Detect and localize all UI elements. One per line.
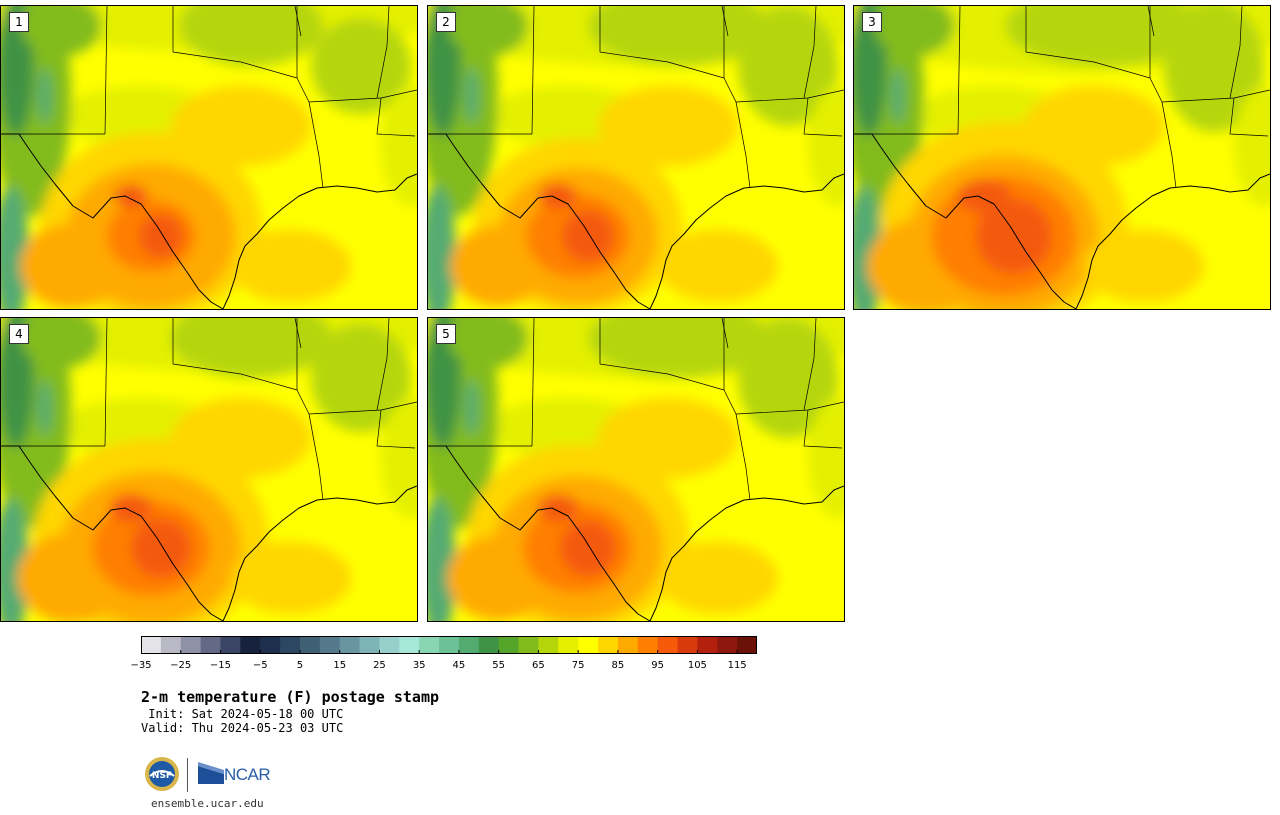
colorbar-segment — [220, 636, 241, 654]
ncar-mark-icon — [198, 762, 224, 784]
temperature-map — [854, 6, 1270, 309]
colorbar-tick-label: 15 — [333, 660, 347, 671]
colorbar-segment — [160, 636, 182, 654]
member-number-badge: 4 — [9, 324, 29, 344]
temperature-map — [428, 318, 844, 621]
logo-bar: NSF NCAR — [144, 756, 284, 796]
colorbar-tick-label: 115 — [727, 660, 747, 671]
colorbar-tick-label: 105 — [687, 660, 707, 671]
colorbar-segment — [439, 636, 460, 654]
temperature-map — [1, 318, 417, 621]
colorbar-tick-label: 5 — [296, 660, 304, 671]
colorbar-segment — [538, 636, 559, 654]
member-number-badge: 2 — [436, 12, 456, 32]
colorbar-segment — [617, 636, 639, 654]
colorbar-segment — [200, 636, 222, 654]
colorbar-tick-label: 95 — [651, 660, 665, 671]
colorbar-segment — [558, 636, 579, 654]
temperature-map — [1, 6, 417, 309]
ensemble-member-panel-5: 5 — [427, 317, 845, 622]
ensemble-member-panel-2: 2 — [427, 5, 845, 310]
colorbar-segment — [737, 636, 757, 654]
nsf-logo: NSF — [145, 757, 179, 791]
colorbar-tick-label: 85 — [611, 660, 625, 671]
colorbar-segment — [240, 636, 261, 654]
colorbar-segment — [657, 636, 679, 654]
colorbar-segment — [697, 636, 718, 654]
temperature-colorbar — [141, 636, 757, 654]
colorbar-segment — [498, 636, 520, 654]
colorbar-segment — [339, 636, 361, 654]
website-url: ensemble.ucar.edu — [151, 797, 264, 810]
member-number-badge: 1 — [9, 12, 29, 32]
colorbar-tick-label: −25 — [170, 660, 192, 671]
colorbar-segment — [598, 636, 619, 654]
colorbar-tick-label: 45 — [452, 660, 466, 671]
colorbar-segment — [458, 636, 480, 654]
valid-time: Valid: Thu 2024-05-23 03 UTC — [141, 721, 344, 735]
colorbar-tick-label: 25 — [373, 660, 386, 671]
colorbar-segment — [478, 636, 500, 654]
member-number-badge: 5 — [436, 324, 456, 344]
colorbar-segment — [280, 636, 301, 654]
colorbar-segment — [180, 636, 202, 654]
colorbar-tick-label: −5 — [252, 660, 268, 671]
ensemble-member-panel-4: 4 — [0, 317, 418, 622]
colorbar-segment — [319, 636, 341, 654]
ensemble-member-panel-3: 3 — [853, 5, 1271, 310]
init-time: Init: Sat 2024-05-18 00 UTC — [141, 707, 344, 721]
member-number-badge: 3 — [862, 12, 882, 32]
colorbar-segment — [399, 636, 420, 654]
colorbar-segment — [141, 636, 162, 654]
colorbar-tick-label: −15 — [209, 660, 232, 671]
ensemble-member-panel-1: 1 — [0, 5, 418, 310]
plot-title: 2-m temperature (F) postage stamp — [141, 688, 440, 706]
temperature-map — [428, 6, 844, 309]
colorbar-tick-label: −35 — [130, 660, 152, 671]
colorbar-tick-label: 55 — [492, 660, 506, 671]
colorbar-segment — [637, 636, 659, 654]
colorbar-segment — [717, 636, 738, 654]
logo-divider — [187, 758, 188, 792]
colorbar-segment — [379, 636, 400, 654]
colorbar-segment — [677, 636, 698, 654]
colorbar-tick-label: 65 — [532, 660, 545, 671]
colorbar-segment — [299, 636, 321, 654]
svg-text:NSF: NSF — [152, 771, 172, 781]
colorbar-tick-label: 35 — [412, 660, 426, 671]
colorbar-tick-label: 75 — [571, 660, 585, 671]
ncar-logo-text: NCAR — [224, 765, 271, 784]
colorbar-segment — [518, 636, 540, 654]
colorbar-segment — [359, 636, 381, 654]
colorbar-segment — [578, 636, 599, 654]
colorbar-segment — [260, 636, 281, 654]
colorbar-segment — [419, 636, 440, 654]
